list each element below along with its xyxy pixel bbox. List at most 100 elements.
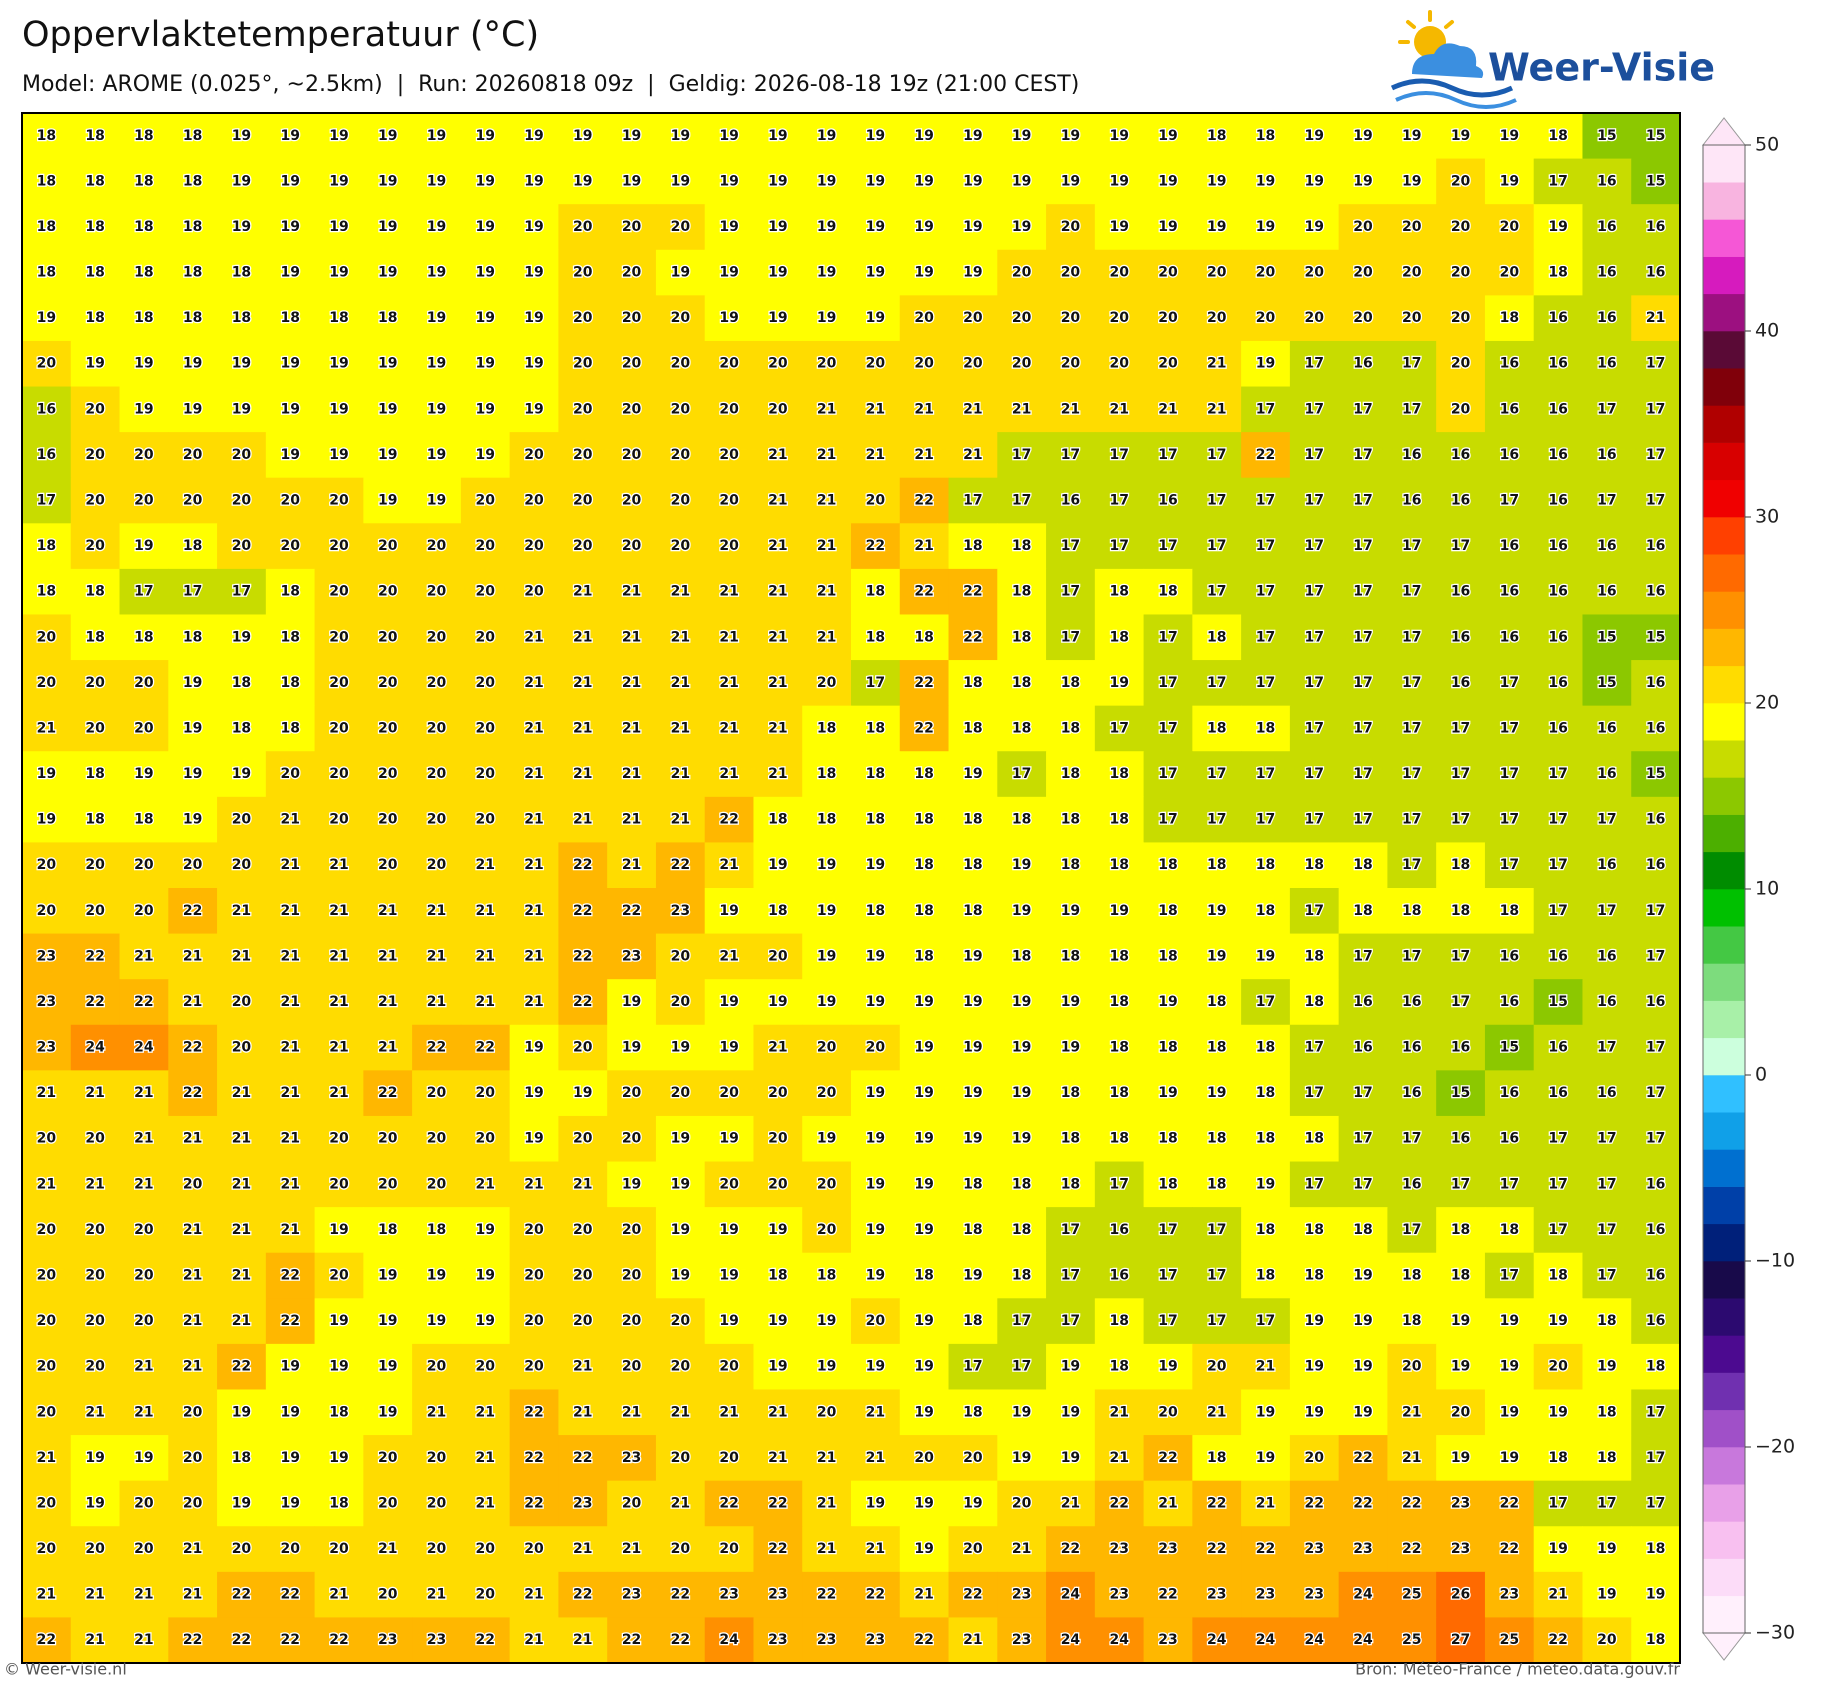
temperature-label: 21 <box>37 1587 56 1603</box>
temperature-label: 19 <box>524 128 543 144</box>
temperature-cell <box>1094 796 1145 843</box>
temperature-label: 20 <box>427 1131 447 1147</box>
temperature-cell <box>851 842 901 889</box>
temperature-label: 20 <box>768 1085 788 1101</box>
colorbar-tick-label: 10 <box>1755 878 1779 900</box>
temperature-cell <box>1582 113 1632 160</box>
colorbar-band <box>1703 1558 1745 1597</box>
temperature-cell <box>851 1070 901 1117</box>
temperature-label: 20 <box>476 1587 496 1603</box>
temperature-cell <box>704 979 754 1026</box>
temperature-cell <box>1582 204 1632 251</box>
temperature-cell <box>363 1480 413 1527</box>
temperature-cell <box>607 113 657 160</box>
temperature-cell <box>460 477 511 524</box>
temperature-cell <box>1533 888 1583 935</box>
temperature-cell <box>217 1024 267 1071</box>
temperature-label: 21 <box>573 584 592 600</box>
temperature-label: 20 <box>1207 310 1227 326</box>
temperature-label: 21 <box>476 1495 495 1511</box>
temperature-label: 20 <box>573 1268 593 1284</box>
temperature-label: 20 <box>134 1495 154 1511</box>
temperature-cell <box>1241 386 1291 433</box>
temperature-label: 20 <box>1158 356 1178 372</box>
temperature-label: 18 <box>1061 1131 1080 1147</box>
temperature-cell <box>1046 705 1096 752</box>
temperature-label: 19 <box>817 219 836 235</box>
temperature-label: 18 <box>232 265 251 281</box>
colorbar-band <box>1703 703 1745 741</box>
temperature-label: 21 <box>378 1541 397 1557</box>
temperature-label: 17 <box>1500 493 1519 509</box>
temperature-label: 20 <box>476 1359 496 1375</box>
temperature-label: 19 <box>427 219 446 235</box>
temperature-cell <box>265 1343 316 1390</box>
temperature-label: 20 <box>719 447 739 463</box>
temperature-cell <box>412 1207 462 1254</box>
temperature-label: 16 <box>1402 1085 1421 1101</box>
temperature-cell <box>412 1298 462 1345</box>
temperature-label: 20 <box>37 903 57 919</box>
temperature-cell <box>899 1343 950 1390</box>
temperature-cell <box>655 568 706 615</box>
temperature-cell <box>314 888 364 935</box>
temperature-cell <box>314 1252 364 1299</box>
temperature-cell <box>1241 1298 1291 1345</box>
temperature-cell <box>1533 751 1583 798</box>
temperature-cell <box>1192 979 1242 1026</box>
temperature-cell <box>851 1161 901 1208</box>
temperature-cell <box>509 705 559 752</box>
temperature-cell <box>753 614 803 661</box>
temperature-label: 18 <box>1158 903 1177 919</box>
temperature-label: 16 <box>1548 356 1567 372</box>
temperature-cell <box>948 523 998 570</box>
temperature-cell <box>1143 1070 1193 1117</box>
temperature-cell <box>1241 568 1291 615</box>
temperature-cell <box>119 1298 169 1345</box>
temperature-cell <box>1533 1435 1583 1482</box>
temperature-cell <box>1631 933 1681 980</box>
temperature-cell <box>1192 568 1242 615</box>
temperature-label: 19 <box>768 128 787 144</box>
temperature-cell <box>1436 1070 1486 1117</box>
temperature-cell <box>412 1343 462 1390</box>
temperature-label: 21 <box>768 675 787 691</box>
temperature-label: 21 <box>866 1404 885 1420</box>
temperature-label: 18 <box>1353 1222 1372 1238</box>
temperature-cell <box>1046 1343 1096 1390</box>
temperature-label: 16 <box>1646 265 1665 281</box>
temperature-cell <box>1582 1389 1632 1436</box>
temperature-cell <box>558 751 608 798</box>
temperature-cell <box>1631 751 1681 798</box>
temperature-label: 21 <box>427 903 446 919</box>
temperature-cell <box>168 204 218 251</box>
temperature-label: 16 <box>1646 584 1665 600</box>
temperature-cell <box>1484 979 1535 1026</box>
temperature-cell <box>1631 477 1681 524</box>
temperature-cell <box>119 568 169 615</box>
temperature-cell <box>607 1115 657 1163</box>
temperature-cell <box>509 340 559 388</box>
subtitle: Model: AROME (0.025°, ~2.5km) | Run: 202… <box>22 72 1079 97</box>
temperature-cell <box>363 477 413 524</box>
temperature-label: 22 <box>476 1632 495 1648</box>
temperature-label: 18 <box>427 1222 446 1238</box>
temperature-cell <box>997 1298 1047 1345</box>
temperature-cell <box>217 888 267 935</box>
temperature-cell <box>753 1252 803 1299</box>
temperature-label: 21 <box>134 1404 153 1420</box>
temperature-label: 20 <box>1402 310 1422 326</box>
temperature-label: 20 <box>37 1359 57 1375</box>
temperature-label: 19 <box>573 173 592 189</box>
temperature-cell <box>70 568 121 615</box>
temperature-cell <box>1241 523 1291 570</box>
temperature-label: 19 <box>914 1359 933 1375</box>
temperature-cell <box>851 1526 901 1573</box>
temperature-label: 19 <box>85 356 104 372</box>
temperature-label: 19 <box>37 310 56 326</box>
temperature-label: 18 <box>963 1176 982 1192</box>
temperature-label: 19 <box>866 219 885 235</box>
temperature-label: 20 <box>232 1040 252 1056</box>
temperature-label: 17 <box>1353 675 1372 691</box>
temperature-label: 20 <box>232 994 252 1010</box>
